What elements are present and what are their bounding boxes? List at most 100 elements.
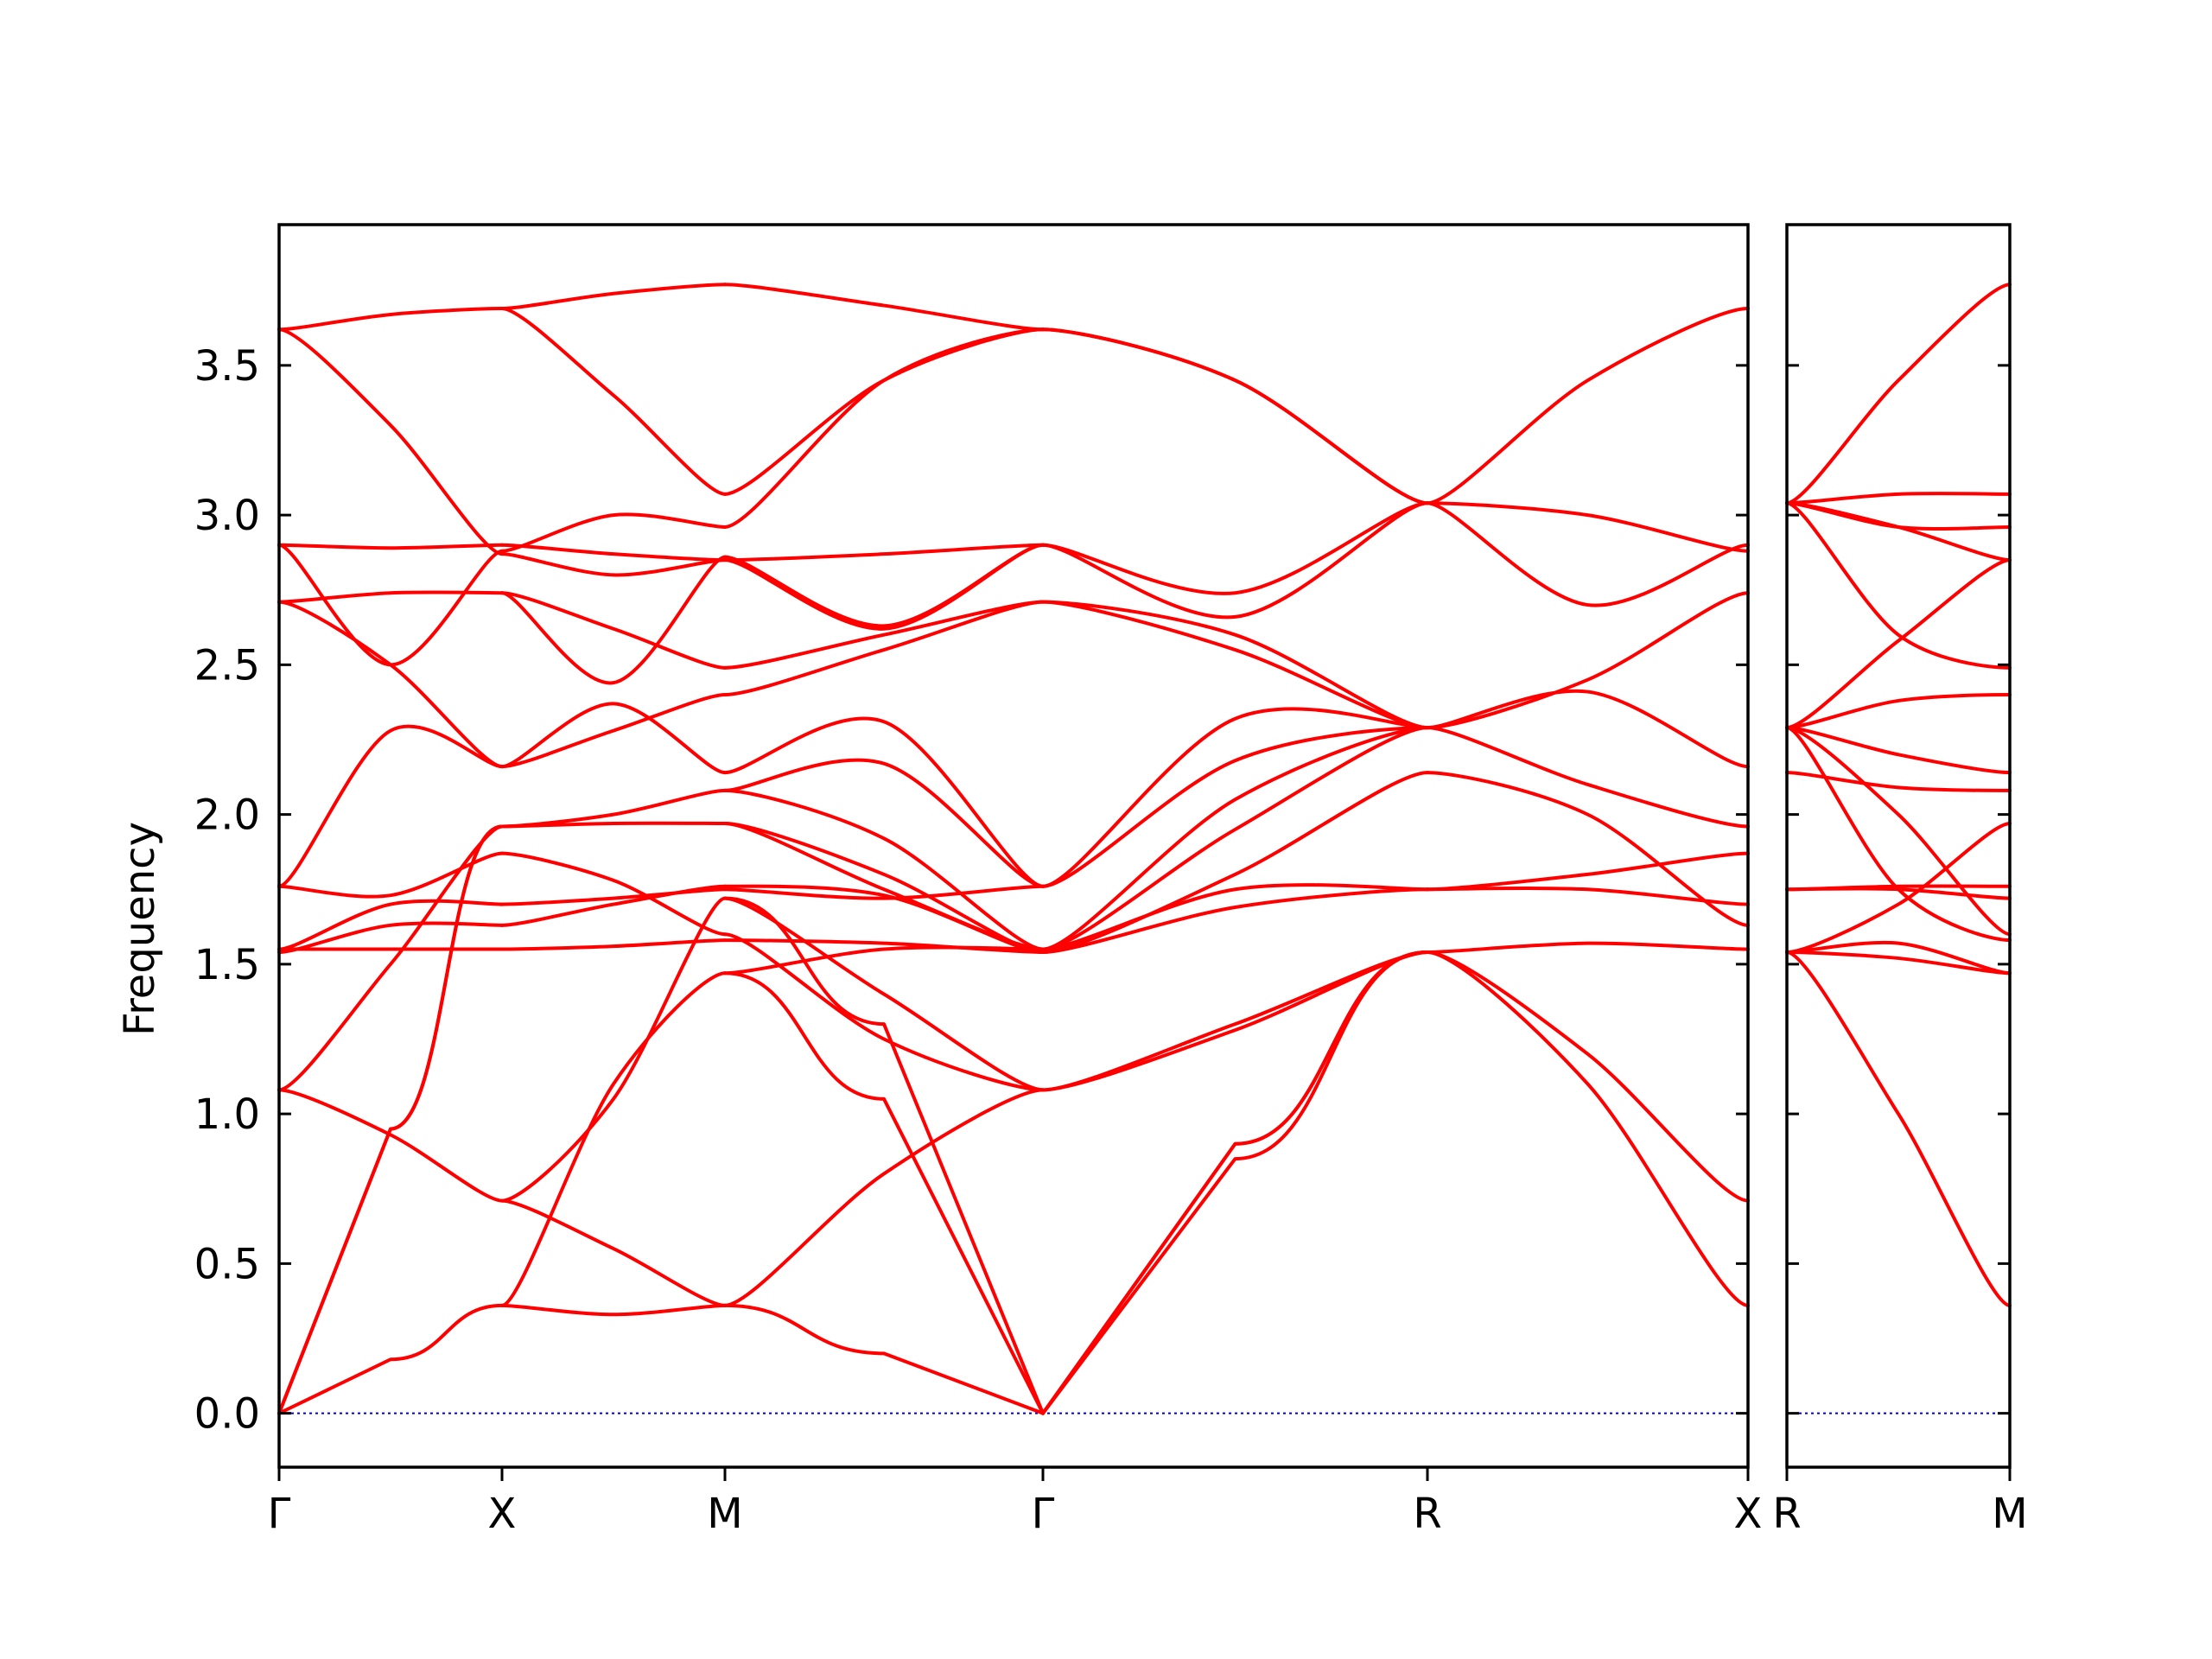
x-tick-label: X	[488, 1490, 517, 1538]
plot-frame	[1785, 223, 2012, 1469]
band-line	[723, 938, 1045, 955]
band-line	[1041, 726, 1429, 951]
band-line	[1041, 600, 1429, 730]
x-tick-label: R	[1772, 1490, 1801, 1538]
band-line	[1041, 600, 1429, 730]
band-line	[500, 283, 727, 311]
band-line	[500, 702, 727, 775]
band-line	[723, 600, 1045, 670]
band-line	[1785, 693, 2012, 730]
band-line	[723, 1303, 1045, 1415]
y-tick-label: 0.0	[194, 1390, 260, 1439]
band-line	[1041, 501, 1429, 595]
band-line	[500, 552, 727, 577]
segment-R-X	[1426, 307, 1750, 1307]
band-line	[1426, 851, 1750, 892]
y-tick-label: 1.5	[194, 941, 260, 989]
y-tick-label: 0.5	[194, 1240, 260, 1288]
band-line	[500, 896, 727, 1203]
band-line	[1785, 726, 2012, 943]
band-line	[1041, 707, 1429, 888]
x-tick-label: Γ	[268, 1490, 291, 1538]
band-line	[1426, 941, 1750, 955]
y-tick-label: 3.0	[194, 492, 260, 540]
band-line	[1426, 950, 1750, 1203]
band-line	[723, 327, 1045, 496]
band-line	[500, 1303, 727, 1317]
band-line	[1426, 950, 1750, 1307]
band-line	[1041, 887, 1429, 955]
band-line	[277, 1303, 504, 1415]
band-line	[723, 283, 1045, 332]
band-line	[723, 543, 1045, 628]
band-line	[1785, 771, 2012, 792]
band-line	[1041, 327, 1429, 505]
x-tick-label: M	[1992, 1490, 2027, 1538]
band-line	[723, 788, 1045, 951]
band-line	[500, 851, 727, 937]
band-line	[723, 543, 1045, 563]
band-line	[1426, 771, 1750, 927]
band-line	[1426, 689, 1750, 769]
band-line	[277, 1088, 504, 1203]
band-line	[277, 921, 504, 955]
band-line	[1785, 950, 2012, 1307]
y-tick-label: 3.5	[194, 342, 260, 391]
band-line	[723, 758, 1045, 888]
band-line	[1785, 884, 2012, 892]
band-line	[723, 822, 1045, 951]
band-line	[500, 591, 727, 670]
band-line	[1785, 501, 2012, 670]
band-line	[1426, 726, 1750, 829]
band-line	[1426, 501, 1750, 553]
band-line	[1041, 726, 1429, 951]
segment-Γ-R	[1041, 327, 1429, 1415]
band-line	[500, 555, 727, 685]
band-line	[277, 543, 504, 667]
band-line	[1785, 558, 2012, 730]
y-tick-label: 2.0	[194, 791, 260, 840]
y-tick-label: 1.0	[194, 1090, 260, 1139]
segment-R-M	[1785, 283, 2012, 1307]
band-line	[277, 724, 504, 888]
x-tick-label: X	[1734, 1490, 1763, 1538]
band-line	[277, 899, 504, 951]
band-line	[277, 824, 504, 1415]
band-line	[723, 945, 1045, 976]
band-line	[1041, 726, 1429, 888]
band-line	[1785, 501, 2012, 563]
band-line	[1785, 950, 2012, 976]
y-tick-label: 2.5	[194, 641, 260, 690]
band-line	[723, 971, 1045, 1415]
band-line	[1426, 886, 1750, 906]
band-line	[500, 1198, 727, 1307]
band-line	[1041, 950, 1429, 1415]
band-line	[500, 887, 727, 906]
x-tick-label: M	[707, 1490, 742, 1538]
left-panel: 0.0 0.5 1.0 1.5 2.0 2.5 3.0 3.5 Γ X M Γ R X	[194, 223, 1763, 1538]
band-line	[1041, 950, 1429, 1092]
band-line	[1426, 591, 1750, 730]
band-line	[1785, 492, 2012, 505]
band-line	[277, 851, 504, 899]
band-line	[1426, 307, 1750, 505]
band-line	[277, 327, 504, 556]
band-line	[500, 788, 727, 829]
segment-Γ-X	[277, 307, 504, 1415]
band-line	[723, 932, 1045, 1092]
band-line	[1785, 726, 2012, 937]
band-line	[1041, 950, 1429, 1092]
band-line	[1041, 771, 1429, 955]
band-line	[500, 543, 727, 563]
band-line	[277, 824, 504, 1092]
band-line	[723, 896, 1045, 1092]
band-line	[277, 600, 504, 769]
band-line	[1426, 501, 1750, 607]
band-line	[1785, 501, 2012, 531]
band-line	[723, 896, 1045, 1415]
band-line	[277, 307, 504, 332]
band-line	[277, 543, 504, 550]
band-line	[1041, 950, 1429, 1415]
band-line	[723, 1088, 1045, 1307]
